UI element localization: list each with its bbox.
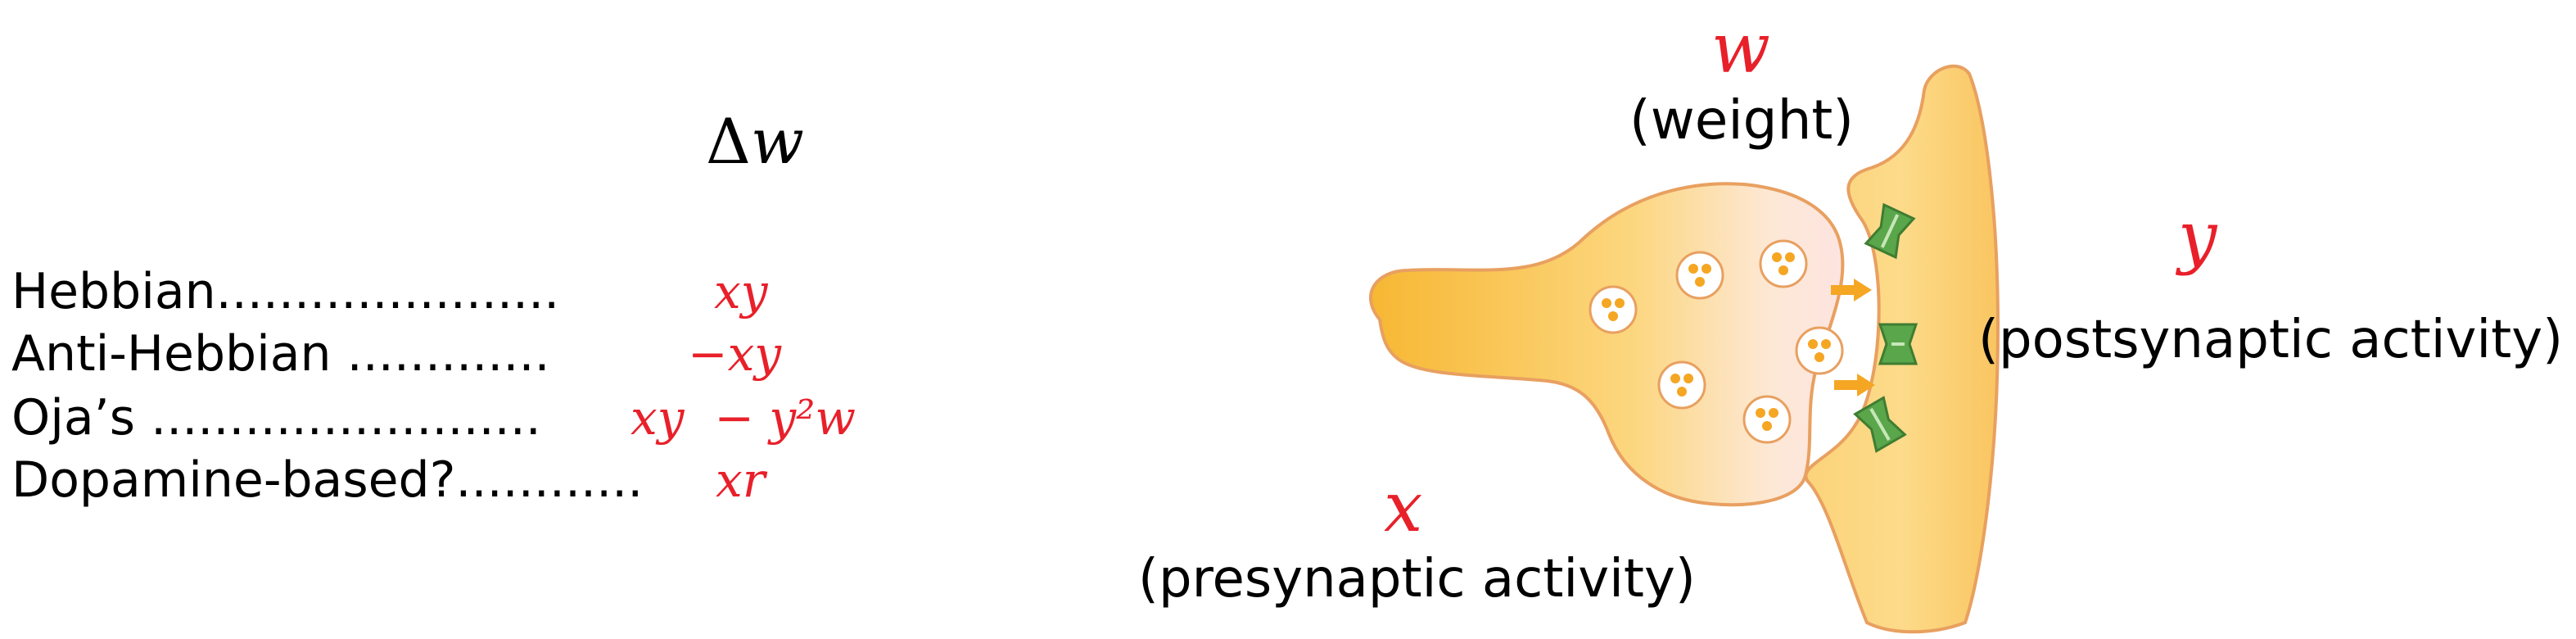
receptor: [1864, 202, 1916, 260]
rule-name: Oja’s .........................: [11, 389, 541, 446]
vesicle: [1795, 326, 1844, 375]
vesicle: [1589, 285, 1638, 334]
delta-w-var: w: [750, 105, 804, 178]
presynaptic-variable: x: [1384, 467, 1423, 547]
weight-variable: w: [1711, 8, 1770, 88]
delta-w-header: Δw: [706, 105, 804, 178]
rule-name: Dopamine-based?............: [11, 451, 644, 509]
release-arrow: [1831, 279, 1872, 301]
receptor: [1878, 323, 1918, 365]
rule-name: Anti-Hebbian .............: [11, 325, 550, 383]
vesicle: [1675, 251, 1724, 300]
receptor: [1853, 396, 1907, 453]
rule-name: Hebbian......................: [11, 263, 560, 320]
delta-symbol: Δ: [706, 105, 751, 178]
rule-formula: xr: [716, 452, 766, 508]
vesicle: [1759, 239, 1808, 288]
rule-formula: xy − y²w: [630, 390, 856, 446]
release-arrow: [1834, 374, 1875, 397]
rule-formula: −xy: [688, 326, 782, 382]
vesicle: [1657, 360, 1706, 410]
rule-formula: xy: [714, 264, 768, 320]
weight-label: (weight): [1629, 88, 1855, 152]
vesicle: [1742, 395, 1792, 444]
postsynaptic-label: (postsynaptic activity): [1978, 310, 2564, 370]
presynaptic-terminal: [1369, 182, 1845, 507]
postsynaptic-variable: y: [2178, 197, 2217, 277]
presynaptic-label: (presynaptic activity): [1138, 549, 1696, 610]
